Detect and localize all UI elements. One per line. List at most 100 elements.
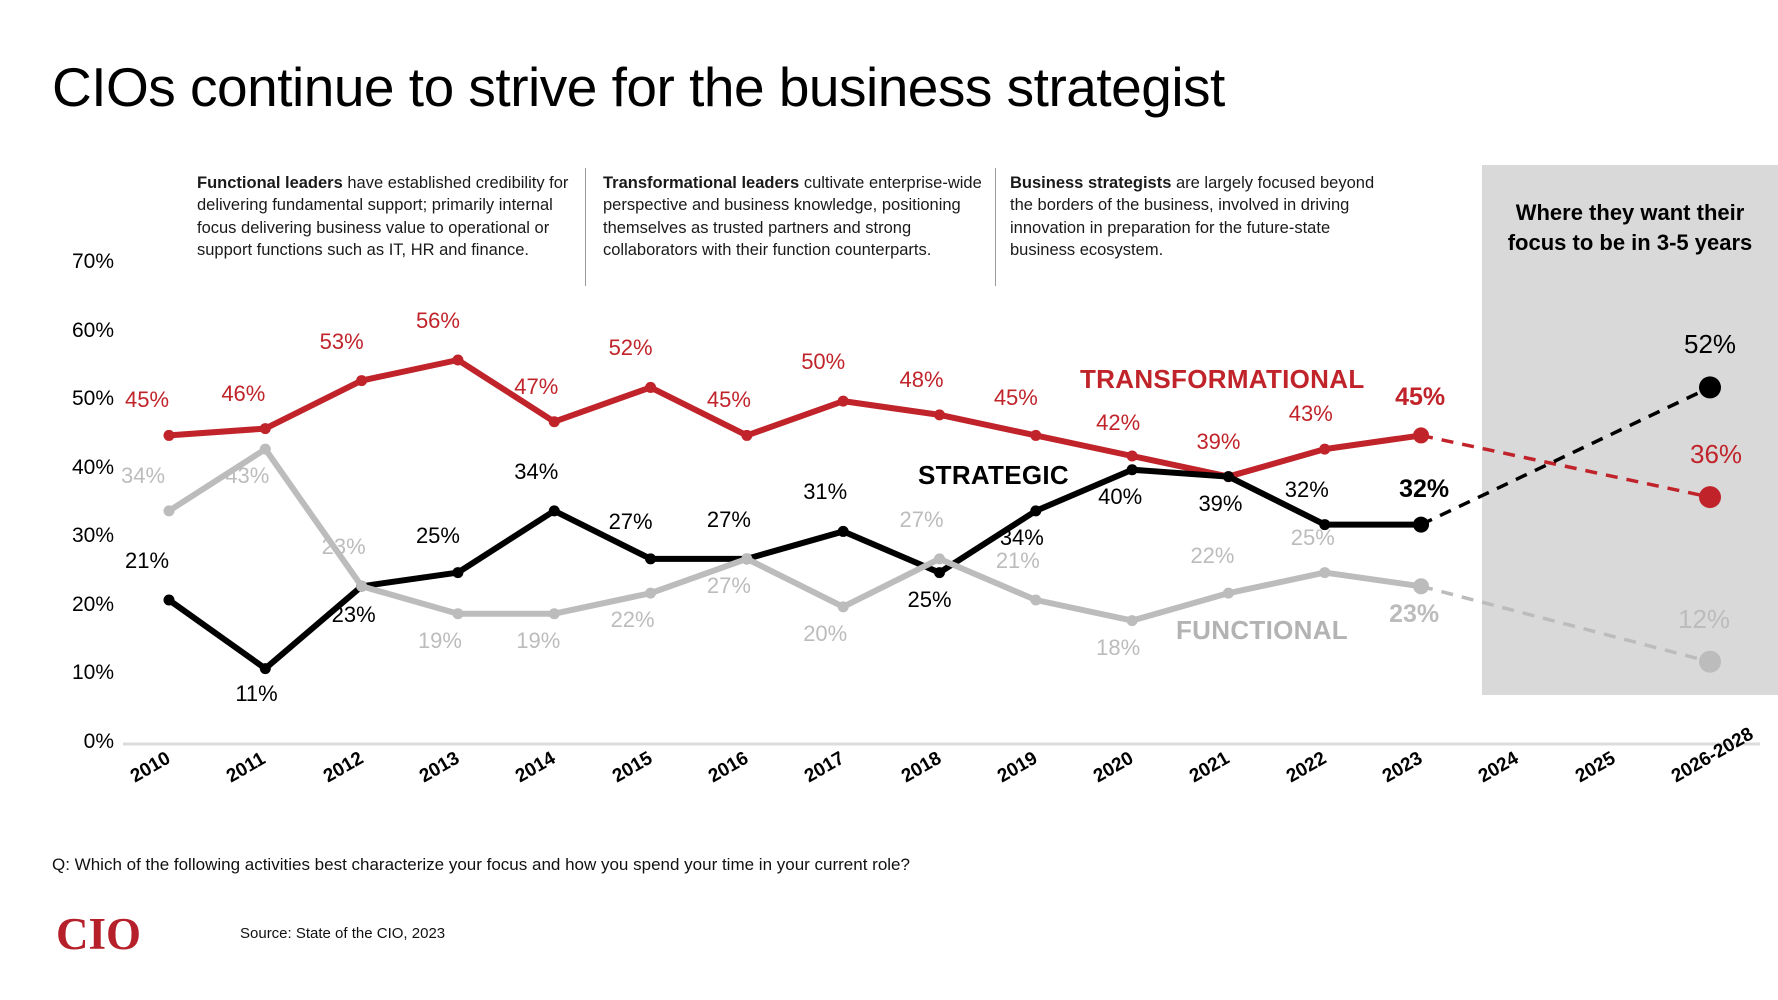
- data-label-functional-2014: 19%: [516, 627, 561, 653]
- y-axis-tick-70: 70%: [71, 250, 114, 273]
- data-label-functional-2013: 19%: [417, 627, 462, 653]
- descriptor-transformational-text: cultivate enterprise-wide perspective an…: [603, 174, 982, 260]
- series-point-functional: [548, 608, 560, 620]
- x-axis-tick-2014: 2014: [512, 747, 560, 788]
- series-point-strategic: [1413, 516, 1430, 533]
- x-axis-tick-2013: 2013: [415, 747, 464, 788]
- x-axis-tick-2021: 2021: [1186, 747, 1234, 788]
- series-point-transformational: [1030, 429, 1042, 441]
- y-axis-tick-0: 0%: [83, 730, 114, 753]
- series-point-transformational: [645, 381, 657, 393]
- data-label-strategic-2012: 23%: [331, 602, 376, 628]
- data-label-strategic-2023: 32%: [1399, 474, 1450, 503]
- x-axis-tick-2024: 2024: [1475, 747, 1523, 788]
- x-axis-tick-2011: 2011: [223, 748, 270, 788]
- descriptor-strategist-lead: Business strategists: [1010, 174, 1172, 192]
- descriptor-divider-1: [585, 168, 586, 286]
- data-label-functional-2021: 22%: [1190, 543, 1235, 569]
- x-axis-tick-2023: 2023: [1379, 747, 1427, 788]
- series-point-functional: [645, 587, 657, 599]
- series-point-strategic: [741, 553, 753, 565]
- y-axis-tick-50: 50%: [71, 387, 114, 411]
- data-label-strategic-2010: 21%: [125, 548, 170, 573]
- x-axis-tick-2016: 2016: [704, 747, 752, 788]
- descriptor-transformational-lead: Transformational leaders: [603, 174, 800, 192]
- data-label-transformational-2013: 56%: [415, 308, 460, 333]
- descriptor-transformational: Transformational leaders cultivate enter…: [603, 172, 993, 262]
- data-label-transformational-2020: 42%: [1096, 410, 1141, 435]
- series-point-strategic: [645, 553, 657, 565]
- data-label-transformational-2026-2028: 36%: [1690, 439, 1743, 470]
- series-point-functional: [1126, 615, 1138, 627]
- data-label-strategic-2013: 25%: [415, 522, 460, 548]
- source-note: Source: State of the CIO, 2023: [240, 925, 446, 942]
- series-point-functional: [1319, 567, 1331, 579]
- series-point-strategic: [1126, 464, 1138, 476]
- data-label-functional-2026-2028: 12%: [1678, 603, 1731, 634]
- data-label-strategic-2019: 34%: [999, 524, 1044, 550]
- descriptor-functional-lead: Functional leaders: [197, 174, 343, 192]
- data-label-transformational-2018: 48%: [899, 366, 944, 392]
- series-point-functional: [163, 505, 175, 517]
- data-label-functional-2023: 23%: [1389, 600, 1440, 629]
- data-label-transformational-2023: 45%: [1395, 383, 1446, 412]
- data-label-strategic-2020: 40%: [1098, 483, 1143, 509]
- descriptor-strategist: Business strategists are largely focused…: [1010, 172, 1390, 262]
- data-label-transformational-2022: 43%: [1288, 401, 1333, 427]
- y-axis-tick-20: 20%: [71, 592, 114, 616]
- data-label-functional-2010: 34%: [121, 462, 166, 488]
- data-label-transformational-2014: 47%: [514, 373, 559, 399]
- data-label-transformational-2012: 53%: [319, 328, 364, 354]
- data-label-transformational-2010: 45%: [125, 387, 170, 413]
- series-point-transformational: [259, 423, 271, 435]
- data-label-transformational-2017: 50%: [801, 349, 846, 375]
- descriptor-divider-2: [995, 168, 996, 286]
- data-label-functional-2018: 27%: [899, 506, 944, 532]
- x-axis-tick-2019: 2019: [993, 747, 1041, 788]
- data-label-functional-2012: 23%: [321, 534, 366, 560]
- series-point-transformational: [548, 416, 560, 428]
- x-axis-tick-2026-2028: 2026-2028: [1668, 723, 1758, 788]
- forecast-panel-title: Where they want their focus to be in 3-5…: [1507, 200, 1753, 255]
- data-label-functional-2015: 22%: [610, 607, 655, 633]
- descriptor-functional-text: have established credibility for deliver…: [197, 174, 569, 260]
- series-point-functional: [934, 553, 945, 565]
- series-point-functional: [356, 580, 368, 592]
- series-point-strategic: [163, 594, 175, 606]
- series-point-transformational: [741, 429, 753, 441]
- series-point-strategic: [1222, 471, 1234, 483]
- data-label-strategic-2014: 34%: [514, 458, 559, 484]
- data-label-strategic-2016: 27%: [706, 506, 751, 532]
- x-axis-tick-2010: 2010: [127, 747, 175, 788]
- series-point-transformational: [1222, 471, 1234, 483]
- series-point-strategic: [1030, 505, 1042, 517]
- series-point-transformational: [356, 375, 368, 387]
- y-axis-tick-40: 40%: [71, 455, 114, 479]
- data-label-functional-2019: 21%: [995, 548, 1040, 573]
- series-point-functional: [259, 443, 271, 455]
- series-point-functional: [452, 608, 464, 620]
- x-axis-tick-2018: 2018: [897, 747, 945, 788]
- descriptor-strategist-text: are largely focused beyond the borders o…: [1010, 174, 1375, 260]
- data-label-strategic-2017: 31%: [803, 479, 848, 505]
- survey-question: Q: Which of the following activities bes…: [52, 855, 910, 874]
- data-label-strategic-2018: 25%: [907, 586, 952, 612]
- series-point-transformational: [1126, 450, 1138, 462]
- series-point-strategic: [548, 505, 560, 517]
- x-axis-tick-2022: 2022: [1282, 747, 1330, 788]
- data-label-transformational-2011: 46%: [221, 380, 266, 406]
- series-point-transformational: [452, 354, 464, 366]
- series-point-functional: [741, 553, 753, 565]
- series-point-transformational: [934, 409, 945, 421]
- descriptor-functional: Functional leaders have established cred…: [197, 172, 575, 262]
- y-axis-tick-30: 30%: [71, 524, 114, 548]
- data-label-transformational-2015: 52%: [608, 335, 653, 361]
- data-label-transformational-2021: 39%: [1196, 428, 1241, 454]
- series-point-transformational: [1319, 443, 1331, 455]
- series-point-strategic: [356, 580, 368, 592]
- series-label-functional: FUNCTIONAL: [1176, 615, 1348, 645]
- series-label-transformational: TRANSFORMATIONAL: [1080, 364, 1365, 394]
- series-label-strategic: STRATEGIC: [918, 460, 1069, 490]
- data-label-functional-2011: 43%: [225, 463, 270, 489]
